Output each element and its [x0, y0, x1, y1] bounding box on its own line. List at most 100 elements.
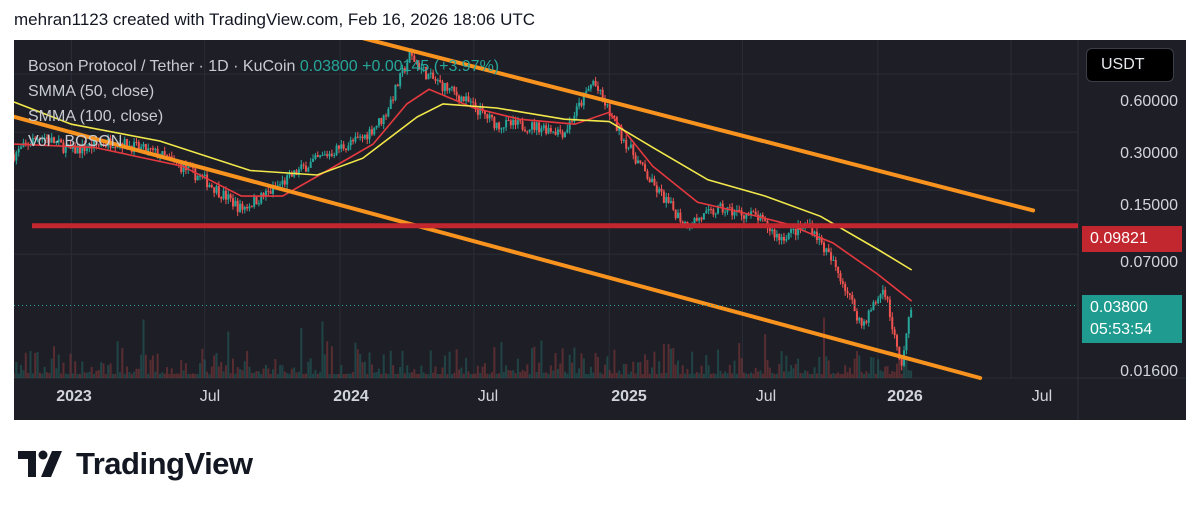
volume-bar [31, 373, 34, 378]
candle-body [648, 178, 651, 183]
volume-bar [85, 372, 88, 378]
volume-bar [724, 371, 727, 378]
volume-bar [483, 363, 486, 378]
volume-bar [41, 373, 44, 378]
volume-bar [905, 359, 908, 378]
volume-bar [707, 365, 710, 378]
candle-body [757, 214, 760, 221]
candle-body [272, 185, 275, 194]
volume-bar [575, 373, 578, 378]
legend-indicator-volume[interactable]: Vol · BOSON [28, 133, 123, 150]
candle-body [377, 118, 380, 126]
candle-body [658, 188, 661, 193]
volume-bar [773, 373, 776, 378]
candle-body [446, 83, 449, 91]
legend-indicator-smma50[interactable]: SMMA (50, close) [28, 83, 155, 100]
volume-bar [319, 372, 322, 378]
time-tick-label: Jul [199, 388, 221, 405]
volume-bar [721, 373, 724, 378]
volume-bar [413, 369, 416, 378]
volume-bar [698, 373, 701, 378]
candle-body [380, 118, 383, 125]
volume-bar [881, 371, 884, 378]
candle-body [57, 139, 60, 142]
volume-bar [194, 373, 197, 378]
candle-body [363, 134, 366, 139]
candle-body [248, 206, 251, 209]
candle-body [335, 145, 338, 156]
volume-bar [620, 374, 623, 378]
volume-bar [752, 373, 755, 378]
volume-bar [467, 371, 470, 378]
volume-bar [684, 373, 687, 378]
candle-body [705, 210, 708, 214]
candle-body [695, 217, 698, 221]
price-tick-label: 0.30000 [1120, 145, 1178, 162]
volume-bar [450, 373, 453, 378]
volume-bar [585, 373, 588, 378]
volume-bar [578, 368, 581, 378]
volume-bar [264, 365, 267, 378]
candle-body [509, 120, 512, 126]
volume-bar [208, 373, 211, 378]
candle-body [408, 51, 411, 63]
volume-bar [792, 368, 795, 378]
candle-body [512, 119, 515, 126]
candle-body [241, 203, 244, 210]
candle-body [392, 99, 395, 101]
candle-body [860, 317, 863, 326]
candle-body [330, 153, 333, 156]
candle-body [217, 186, 220, 198]
candle-body [352, 140, 355, 142]
volume-bar [116, 341, 119, 378]
legend-change: +0.00145 (+3.97%) [362, 58, 500, 75]
candle-body [841, 281, 844, 284]
candle-body [580, 102, 583, 106]
candle-body [366, 134, 369, 140]
volume-bar [855, 351, 858, 378]
candle-body [302, 164, 305, 166]
volume-bar [436, 373, 439, 378]
candle-body [684, 221, 687, 224]
candle-body [573, 115, 576, 122]
candle-body [561, 131, 564, 138]
candle-body [224, 190, 227, 200]
candle-body [719, 203, 722, 206]
candle-body [31, 137, 34, 145]
chart-panel[interactable]: Boson Protocol / Tether · 1D · KuCoin 0.… [14, 40, 1186, 420]
volume-bar [733, 360, 736, 378]
volume-bar [88, 371, 91, 378]
volume-bar [521, 369, 524, 378]
volume-bar [681, 365, 684, 378]
volume-bar [742, 372, 745, 378]
volume-bar [615, 372, 618, 378]
volume-bar [606, 356, 609, 378]
time-tick-label: 2023 [56, 388, 92, 405]
currency-button[interactable]: USDT [1086, 48, 1174, 82]
candle-body [540, 128, 543, 133]
volume-bar [29, 350, 32, 378]
legend-indicator-smma100[interactable]: SMMA (100, close) [28, 108, 164, 125]
brand[interactable]: TradingView [18, 446, 253, 482]
volume-bar [538, 362, 541, 378]
volume-bar [307, 361, 310, 378]
volume-bar [808, 373, 811, 378]
candle-body [279, 184, 282, 186]
volume-bar [554, 353, 557, 378]
chart-header: mehran1123 created with TradingView.com,… [14, 10, 536, 29]
candle-body [608, 104, 611, 116]
legend-symbol: Boson Protocol / Tether · 1D · KuCoin [28, 58, 296, 75]
candle-body [323, 154, 326, 156]
volume-bar [768, 367, 771, 378]
volume-bar [695, 372, 698, 378]
volume-bar [879, 370, 882, 378]
volume-bar [714, 373, 717, 378]
volume-bar [629, 371, 632, 378]
candle-body [907, 317, 910, 334]
volume-bar [255, 370, 258, 378]
volume-bar [347, 373, 350, 378]
candle-body [429, 72, 432, 75]
volume-bar [580, 353, 583, 378]
candle-body [88, 144, 91, 149]
candle-body [571, 121, 574, 123]
